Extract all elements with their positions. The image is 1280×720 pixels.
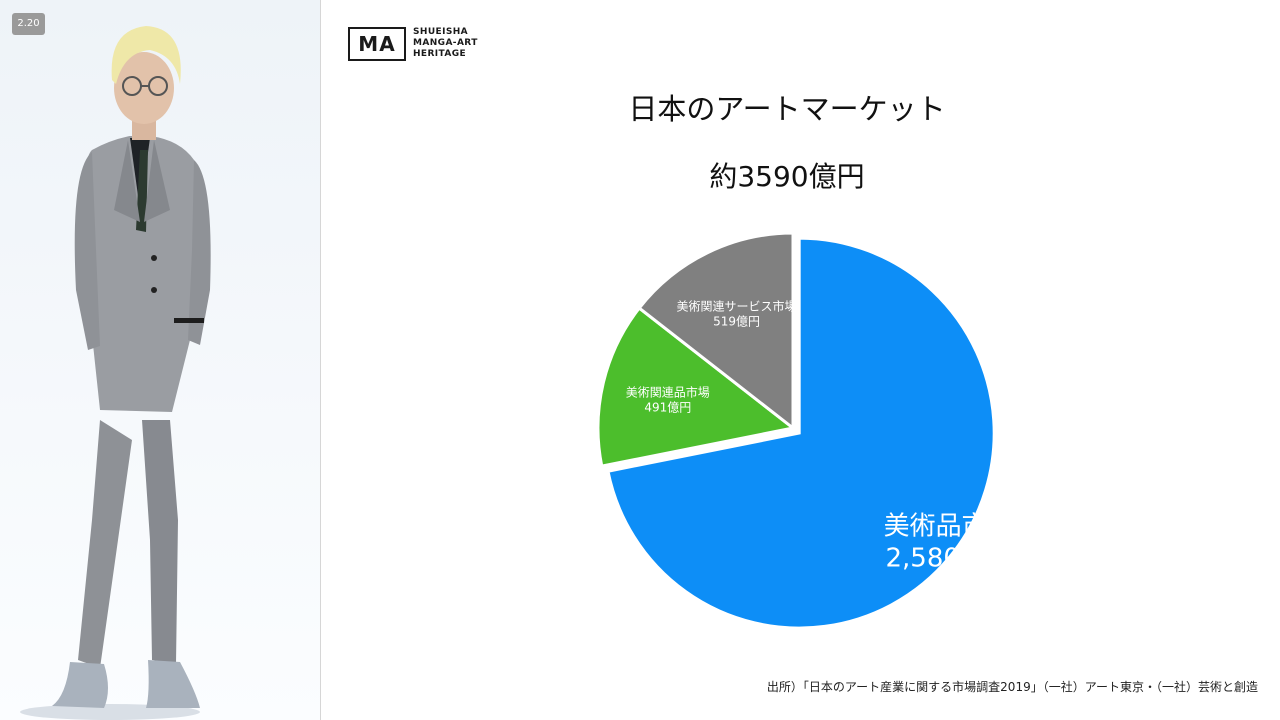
logo-line: HERITAGE bbox=[413, 49, 467, 59]
pie-slice-0 bbox=[606, 236, 996, 630]
slice-value-2: 519億円 bbox=[713, 314, 760, 328]
logo-mark: MA bbox=[348, 27, 406, 61]
slice-value-1: 491億円 bbox=[644, 400, 691, 414]
logo-text: SHUEISHA MANGA-ART HERITAGE bbox=[413, 27, 523, 60]
slice-label-2: 美術関連サービス市場 bbox=[677, 298, 797, 313]
source-footnote: 出所）「日本のアート産業に関する市場調査2019」（一社）アート東京・（一社）芸… bbox=[766, 680, 1258, 694]
logo-line: SHUEISHA bbox=[413, 27, 468, 37]
timestamp-badge: 2.20 bbox=[12, 13, 45, 35]
logo-line: MANGA-ART bbox=[413, 38, 478, 48]
slice-value-0: 2,580億円 bbox=[885, 544, 1011, 574]
panel-divider bbox=[320, 0, 321, 720]
presenter-video[interactable]: 2.20 bbox=[0, 0, 320, 720]
slice-label-0: 美術品市場 bbox=[884, 512, 1014, 542]
slice-label-1: 美術関連品市場 bbox=[626, 384, 710, 399]
pie-slice-1 bbox=[596, 305, 797, 468]
slide-title: 日本のアートマーケット bbox=[628, 92, 946, 126]
pie-slice-2 bbox=[637, 231, 795, 432]
presentation-slide: MA SHUEISHA MANGA-ART HERITAGE 日本のアートマーケ… bbox=[321, 0, 1280, 720]
presenter-figure bbox=[20, 26, 211, 720]
market-total: 約3590億円 bbox=[709, 160, 865, 193]
